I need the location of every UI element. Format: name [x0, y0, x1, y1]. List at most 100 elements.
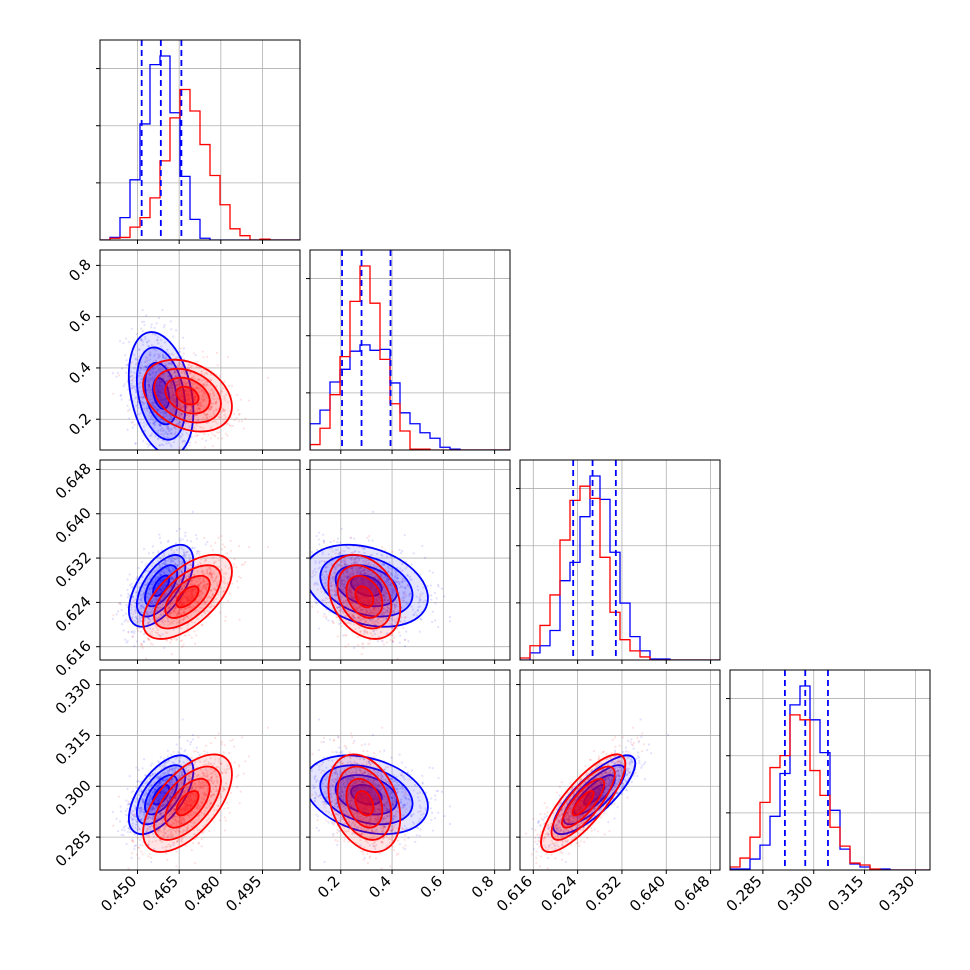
sample-point	[140, 600, 143, 603]
sample-point	[218, 375, 221, 378]
sample-point	[426, 585, 429, 588]
sample-point	[155, 599, 158, 602]
sample-point	[130, 387, 133, 390]
sample-point	[149, 418, 152, 421]
sample-point	[164, 593, 167, 596]
sample-point	[159, 589, 163, 592]
sample-point	[195, 424, 199, 427]
sample-point	[181, 371, 184, 374]
sample-point	[175, 382, 178, 386]
sample-point	[158, 398, 162, 402]
sample-point	[187, 434, 190, 437]
sample-point	[131, 635, 134, 638]
sample-point	[179, 421, 182, 424]
sample-point	[160, 562, 164, 565]
sample-point	[180, 407, 183, 410]
sample-point	[161, 354, 165, 357]
sample-point	[428, 569, 431, 573]
sample-point	[156, 437, 160, 440]
sample-point	[173, 551, 176, 555]
sample-point	[156, 438, 160, 441]
sample-point	[176, 565, 179, 568]
sample-point	[336, 540, 339, 544]
sample-point	[151, 583, 155, 586]
sample-point	[159, 564, 162, 567]
sample-point	[180, 569, 183, 572]
sample-point	[220, 390, 223, 393]
sample-point	[150, 630, 154, 633]
sample-point	[190, 407, 193, 410]
sample-point	[165, 639, 169, 642]
sample-point	[196, 410, 199, 413]
sample-point	[203, 398, 206, 401]
sample-point	[184, 440, 187, 443]
sample-point	[150, 369, 153, 372]
sample-point	[174, 606, 177, 609]
sample-point	[176, 379, 179, 382]
sample-point	[170, 381, 173, 384]
sample-point	[206, 540, 209, 544]
sample-point	[142, 396, 146, 399]
sample-point	[142, 593, 145, 596]
sample-point	[178, 547, 181, 550]
sample-point	[146, 340, 149, 343]
sample-point	[144, 657, 148, 660]
sample-point	[185, 381, 188, 385]
sample-point	[161, 385, 164, 388]
sample-point	[399, 552, 402, 555]
sample-point	[144, 369, 147, 372]
sample-point	[185, 598, 188, 601]
sample-point	[161, 380, 164, 384]
sample-point	[151, 599, 154, 602]
sample-point	[140, 364, 143, 367]
sample-point	[185, 392, 188, 395]
sample-point	[190, 597, 193, 600]
sample-point	[155, 338, 159, 342]
sample-point	[381, 545, 384, 549]
sample-point	[190, 410, 193, 413]
sample-point	[159, 418, 162, 421]
sample-point	[147, 592, 150, 595]
sample-point	[167, 567, 171, 570]
sample-point	[221, 543, 224, 546]
sample-point	[179, 435, 182, 438]
sample-point	[189, 397, 192, 400]
sample-point	[217, 559, 221, 562]
sample-point	[164, 563, 167, 566]
sample-point	[185, 560, 188, 563]
sample-point	[197, 388, 200, 391]
sample-point	[193, 398, 196, 401]
sample-point	[173, 426, 176, 429]
sample-point	[148, 588, 152, 591]
sample-point	[184, 577, 188, 580]
sample-point	[191, 581, 194, 585]
sample-point	[180, 363, 183, 367]
sample-point	[136, 620, 139, 623]
sample-point	[169, 320, 172, 323]
sample-point	[140, 576, 144, 579]
sample-point	[164, 398, 167, 401]
sample-point	[179, 394, 182, 397]
sample-point	[150, 564, 154, 568]
sample-point	[153, 406, 157, 409]
sample-point	[170, 352, 174, 355]
sample-point	[165, 440, 168, 443]
sample-point	[159, 396, 163, 399]
sample-point	[177, 421, 180, 424]
sample-point	[135, 640, 139, 643]
sample-point	[205, 413, 208, 416]
sample-point	[192, 395, 196, 398]
sample-point	[131, 386, 134, 389]
sample-point	[148, 632, 151, 635]
sample-point	[437, 585, 440, 588]
sample-point	[184, 422, 187, 425]
sample-point	[188, 572, 191, 576]
sample-point	[195, 414, 199, 417]
sample-point	[195, 386, 199, 389]
sample-point	[148, 611, 151, 614]
sample-point	[138, 372, 141, 375]
sample-point	[170, 396, 173, 399]
sample-point	[226, 434, 229, 437]
sample-point	[170, 638, 174, 641]
sample-point	[149, 354, 152, 357]
